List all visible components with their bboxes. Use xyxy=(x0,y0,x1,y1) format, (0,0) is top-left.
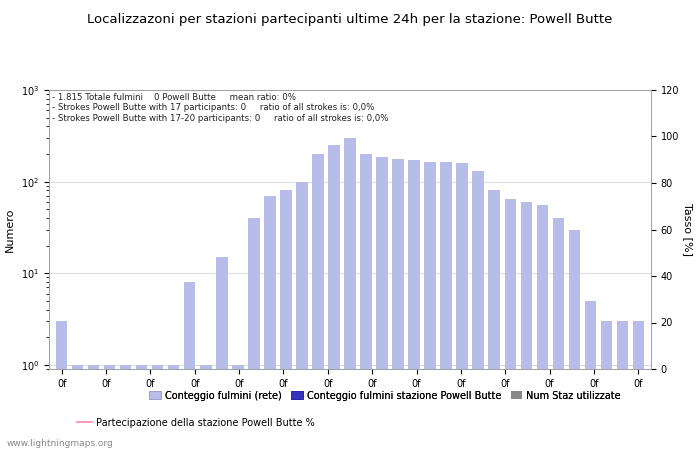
Legend: Conteggio fulmini (rete), Conteggio fulmini stazione Powell Butte, Num Staz util: Conteggio fulmini (rete), Conteggio fulm… xyxy=(145,387,625,405)
Bar xyxy=(552,218,564,450)
Bar xyxy=(424,162,435,450)
Bar xyxy=(489,190,500,450)
Bar xyxy=(344,138,356,450)
Y-axis label: Numero: Numero xyxy=(6,207,15,252)
Bar xyxy=(456,163,468,450)
Text: Localizzazoni per stazioni partecipanti ultime 24h per la stazione: Powell Butte: Localizzazoni per stazioni partecipanti … xyxy=(88,14,612,27)
Bar xyxy=(104,365,116,450)
Bar xyxy=(184,282,195,450)
Bar xyxy=(88,365,99,450)
Bar xyxy=(633,321,644,450)
Bar xyxy=(248,218,260,450)
Bar xyxy=(200,365,211,450)
Bar xyxy=(440,162,452,450)
Text: www.lightningmaps.org: www.lightningmaps.org xyxy=(7,439,113,448)
Bar xyxy=(216,257,228,450)
Legend: Partecipazione della stazione Powell Butte %: Partecipazione della stazione Powell But… xyxy=(74,414,318,432)
Bar xyxy=(265,196,276,450)
Bar xyxy=(153,365,164,450)
Bar xyxy=(408,161,419,450)
Bar xyxy=(601,321,612,450)
Bar xyxy=(473,171,484,450)
Bar xyxy=(568,230,580,450)
Text: - 1.815 Totale fulmini    0 Powell Butte     mean ratio: 0%
- Strokes Powell But: - 1.815 Totale fulmini 0 Powell Butte me… xyxy=(52,93,389,122)
Bar xyxy=(281,190,292,450)
Bar xyxy=(56,321,67,450)
Bar xyxy=(393,159,404,450)
Bar xyxy=(584,301,596,450)
Bar xyxy=(536,205,547,450)
Bar xyxy=(296,182,307,450)
Bar xyxy=(136,365,148,450)
Bar xyxy=(72,365,83,450)
Bar xyxy=(360,154,372,450)
Bar xyxy=(328,145,339,450)
Bar xyxy=(120,365,132,450)
Bar xyxy=(232,365,244,450)
Bar xyxy=(312,154,323,450)
Bar xyxy=(521,202,532,450)
Bar xyxy=(617,321,628,450)
Bar xyxy=(377,157,388,450)
Bar xyxy=(168,365,179,450)
Bar xyxy=(505,199,516,450)
Y-axis label: Tasso [%]: Tasso [%] xyxy=(683,203,693,256)
